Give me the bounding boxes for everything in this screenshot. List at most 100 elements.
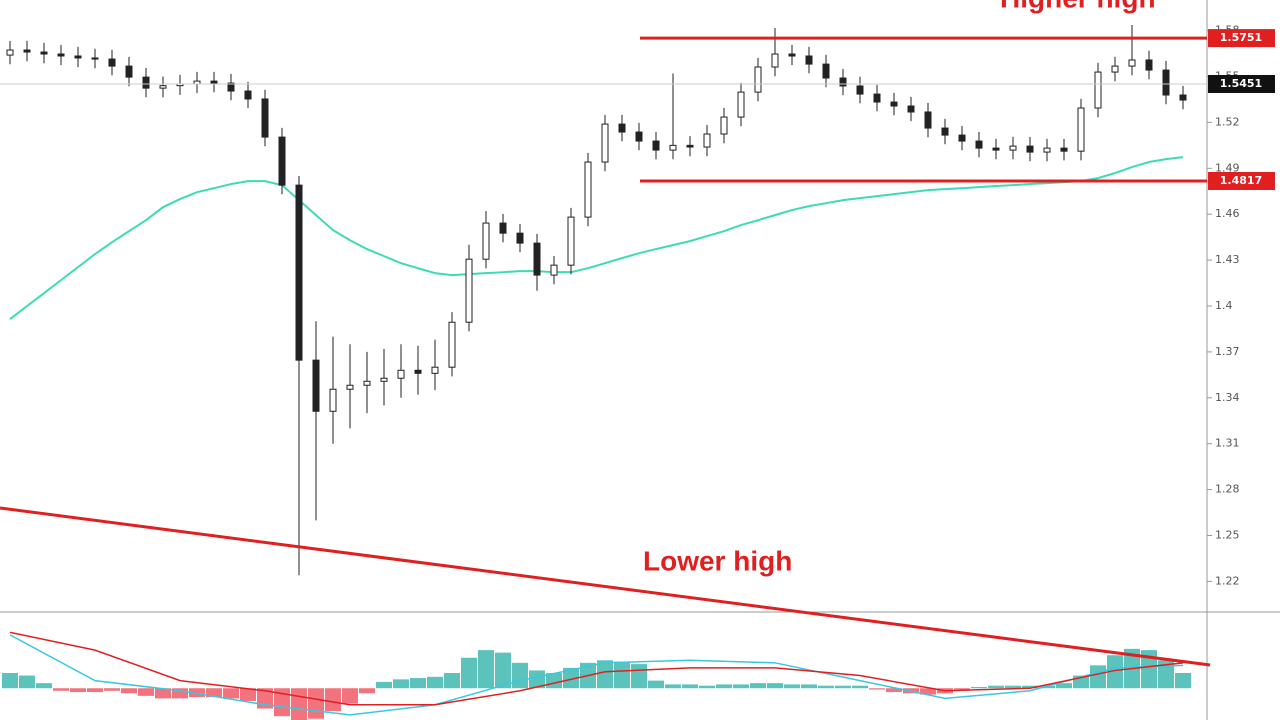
candle-body [737,91,745,118]
histogram-bar [801,684,817,689]
candle-body [907,105,915,113]
candle-body [329,388,337,412]
candle-body [856,85,864,95]
candle-body [1162,69,1170,96]
histogram-bar [325,688,341,712]
candle-body [533,242,541,276]
candle-body [652,140,660,151]
histogram-bar [716,684,732,689]
candle-body [6,49,14,56]
histogram-bar [818,685,834,689]
candle-body [941,127,949,136]
candle-body [40,51,48,55]
histogram-bar [206,688,222,698]
histogram-bar [631,664,647,689]
candle-body [584,161,592,218]
candle-body [482,222,490,260]
histogram-bar [189,688,205,698]
candle-body [1009,145,1017,151]
histogram-bar [699,685,715,689]
histogram-bar [138,688,154,696]
price-tag-label: 1.4817 [1220,174,1262,187]
histogram-bar [1005,685,1021,689]
candle-body [363,380,371,386]
candle-body [669,144,677,151]
y-tick-label: 1.31 [1215,437,1240,450]
candle-body [159,85,167,89]
histogram-bar [852,685,868,689]
y-tick-label: 1.49 [1215,161,1240,174]
candle-body [890,101,898,107]
histogram-bar [19,675,35,689]
candle-body [550,264,558,276]
candle-body [788,53,796,57]
histogram-bar [1107,655,1123,689]
histogram-bar [563,667,579,689]
candle-body [499,222,507,234]
histogram-bar [529,670,545,689]
candle-body [1077,107,1085,152]
histogram-bar [359,688,375,694]
moving-average [9,156,1184,320]
histogram-bar [1090,665,1106,689]
price-tag [1208,29,1275,48]
histogram-bar [767,683,783,689]
candle-body [601,123,609,163]
histogram-bar [1175,672,1191,689]
histogram-bar [87,688,103,693]
candle-body [805,55,813,65]
histogram-bar [53,688,69,691]
histogram-bar [1022,685,1038,689]
histogram-bar [1158,660,1174,689]
histogram-bar [886,688,902,693]
y-tick-label: 1.22 [1215,574,1240,587]
candle-body [23,49,31,53]
candle-body [924,111,932,129]
histogram-bar [155,688,171,699]
candle-body [686,144,694,148]
histogram-bar [223,688,239,699]
candle-body [431,366,439,374]
candle-body [414,369,422,374]
candle-body [108,58,116,67]
histogram-bar [342,688,358,704]
candle-body [1043,147,1051,153]
histogram-bar [648,680,664,689]
histogram-bar [733,684,749,689]
y-tick-label: 1.25 [1215,529,1240,542]
candle-body [397,369,405,379]
candle-body [278,136,286,186]
histogram-bar [70,688,86,693]
histogram-bar [2,672,18,689]
candle-body [261,98,269,138]
candle-body [312,359,320,412]
histogram-bar [784,684,800,689]
histogram-bar [444,672,460,689]
candle-body [720,116,728,135]
histogram-bar [172,688,188,699]
annotation: Higher high [1000,0,1156,13]
candle-body [975,140,983,149]
candle-body [958,134,966,142]
histogram-bar [376,681,392,689]
candle-body [210,80,218,84]
histogram-bar [954,688,970,690]
candle-body [618,123,626,133]
candle-body [567,216,575,266]
candle-body [1026,145,1034,153]
candle-body [74,55,82,59]
y-tick-label: 1.43 [1215,253,1240,266]
price-tags: 1.5751 1.5451 1.4817 [1208,29,1275,190]
histogram-bar [988,685,1004,689]
trend-line [0,506,1211,667]
y-tick-label: 1.46 [1215,207,1240,220]
candle-body [1111,65,1119,73]
histogram-bar [614,661,630,689]
candle-body [635,131,643,142]
price-tag-label: 1.5751 [1220,31,1262,44]
candle-body [839,77,847,87]
candle-body [1128,59,1136,67]
price-pane: 1.22 1.25 1.28 1.31 1.34 1.37 1.4 1.43 1.46 1.49 1… [0,24,1240,587]
macd-line [9,634,1184,716]
